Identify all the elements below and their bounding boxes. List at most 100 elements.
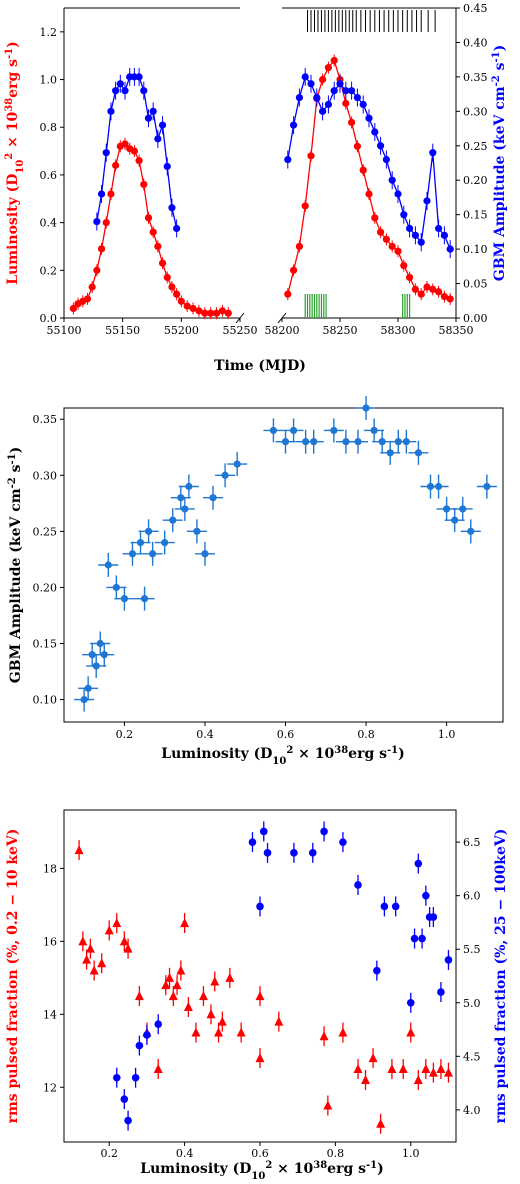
data-point-triangle	[97, 958, 107, 968]
y-tick-label-right: 0.45	[463, 2, 488, 15]
data-point	[193, 527, 201, 535]
label-segment: GBM Amplitude (keV cm	[8, 488, 24, 683]
y-tick-label-left: 18	[43, 862, 57, 875]
data-point	[144, 114, 153, 122]
data-point	[365, 114, 373, 122]
x-tick-label: 58250	[323, 324, 358, 337]
data-point-triangle	[323, 1100, 333, 1110]
data-point	[161, 538, 169, 547]
x-tick-label: 1.0	[438, 728, 456, 741]
plot-frame	[63, 407, 504, 723]
data-point-circle	[259, 827, 268, 836]
data-point-triangle	[338, 1027, 348, 1037]
data-point	[107, 190, 115, 198]
y-tick-label: 0.30	[33, 469, 58, 482]
data-point	[362, 404, 370, 412]
data-point-triangle	[255, 1053, 265, 1063]
data-point-triangle	[198, 991, 208, 1001]
data-point	[209, 494, 217, 502]
data-point	[371, 214, 379, 222]
series-line	[287, 75, 451, 250]
data-point	[440, 292, 448, 301]
data-point-circle	[444, 956, 453, 964]
data-point	[307, 152, 315, 160]
data-point	[116, 80, 124, 88]
data-point	[135, 73, 143, 81]
label-segment: erg s	[348, 746, 387, 762]
data-point-triangle	[236, 1027, 246, 1037]
x-tick-label: 0.8	[327, 1147, 345, 1160]
data-point	[386, 449, 394, 457]
y-tick-label-right: 0.40	[463, 36, 488, 49]
data-point-triangle	[413, 1074, 423, 1084]
data-point-circle	[380, 902, 389, 911]
data-point	[406, 273, 414, 282]
data-point	[435, 288, 443, 296]
data-point	[104, 561, 112, 569]
data-point	[319, 75, 327, 84]
data-point	[394, 247, 402, 255]
data-point	[284, 155, 292, 164]
y-tick-label-right: 0.35	[463, 71, 488, 84]
label-segment: )	[398, 746, 405, 762]
y-axis-label-left: rms pulsed fraction (%, 0.2 − 10 keV)	[5, 829, 21, 1124]
data-point	[189, 304, 197, 313]
data-point	[212, 309, 221, 317]
data-point	[348, 87, 356, 95]
x-tick-label: 1.0	[402, 1147, 420, 1160]
data-point-circle	[143, 1031, 151, 1039]
data-point-triangle	[82, 954, 92, 964]
data-point	[417, 290, 425, 298]
data-point	[371, 128, 379, 136]
label-segment: 10	[15, 160, 26, 174]
data-point-triangle	[104, 925, 114, 935]
data-point-triangle	[206, 1009, 216, 1019]
data-point	[330, 87, 338, 95]
data-point	[135, 157, 143, 165]
data-point	[80, 695, 88, 704]
data-point	[402, 438, 410, 446]
data-point	[102, 149, 110, 157]
label-segment: erg s	[5, 59, 21, 98]
y-tick-label-right: 5.5	[463, 943, 481, 956]
data-point	[177, 494, 185, 502]
data-point	[301, 73, 309, 81]
label-segment: 38	[4, 98, 15, 112]
y-tick-label-right: 4.5	[463, 1050, 481, 1063]
x-tick-label: 0.6	[277, 728, 295, 741]
y-tick-label-left: 16	[43, 935, 57, 948]
data-point	[140, 87, 148, 95]
data-point	[121, 140, 129, 148]
y-tick-label-right: 0.15	[463, 209, 488, 222]
data-point	[359, 166, 367, 174]
y-tick-label-left: 0.4	[40, 217, 58, 230]
data-point	[382, 155, 390, 164]
data-point-triangle	[428, 1067, 438, 1077]
data-point	[149, 228, 157, 236]
label-segment: 38	[334, 745, 348, 756]
data-point-triangle	[361, 1074, 371, 1084]
data-point	[377, 142, 385, 150]
data-point-triangle	[368, 1053, 378, 1063]
label-segment: × 10	[5, 111, 21, 152]
y-tick-label-left: 12	[43, 1081, 57, 1094]
data-point	[92, 662, 100, 670]
label-segment: 10	[272, 756, 286, 767]
x-axis-label: Luminosity (D102 × 1038erg s-1)	[140, 1160, 383, 1182]
data-point	[149, 550, 157, 558]
data-point-circle	[308, 849, 317, 857]
x-tick-label: 0.8	[357, 728, 375, 741]
data-point-triangle	[398, 1064, 408, 1074]
data-point-triangle	[191, 1027, 201, 1037]
data-point	[342, 99, 350, 107]
label-segment: -1	[366, 1160, 377, 1171]
y-tick-label-right: 4.0	[463, 1104, 481, 1117]
x-axis-label: Time (MJD)	[214, 358, 306, 374]
data-point	[400, 211, 408, 219]
label-segment: erg s	[327, 1161, 366, 1177]
data-point-triangle	[112, 918, 122, 928]
data-point	[446, 295, 454, 303]
y-tick-label-left: 14	[43, 1008, 57, 1021]
data-point	[429, 149, 437, 157]
data-point	[313, 93, 321, 102]
